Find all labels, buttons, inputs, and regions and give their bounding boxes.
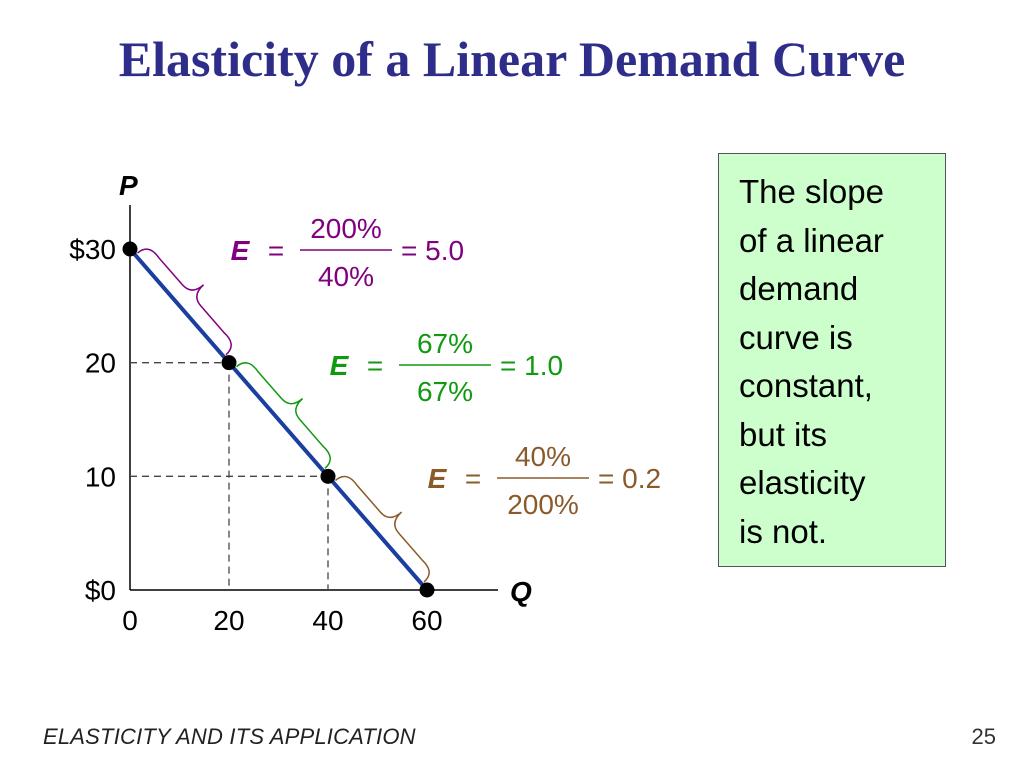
elasticity-value: = 5.0 xyxy=(401,235,464,266)
y-tick-label: $0 xyxy=(85,575,116,606)
x-tick-label: 60 xyxy=(411,605,442,636)
bracket-brace xyxy=(335,475,430,583)
y-tick-label: 20 xyxy=(85,348,116,379)
note-line: but its xyxy=(739,415,828,453)
equals-sign: = xyxy=(268,235,284,266)
fraction-denominator: 200% xyxy=(507,489,579,520)
fraction-numerator: 40% xyxy=(515,441,571,472)
note-line: of a linear xyxy=(739,221,884,259)
y-axis-label: P xyxy=(119,170,138,201)
x-tick-label: 40 xyxy=(312,605,343,636)
note-box: The slope of a linear demand curve is co… xyxy=(718,153,946,567)
elasticity-label: E xyxy=(428,463,448,494)
note-line: demand xyxy=(739,270,859,307)
equals-sign: = xyxy=(465,463,481,494)
note-line: constant, xyxy=(739,367,873,404)
page-number: 25 xyxy=(971,724,996,749)
elasticity-label: E xyxy=(330,350,350,381)
fraction-denominator: 40% xyxy=(318,261,374,292)
y-tick-label: $30 xyxy=(69,234,116,265)
data-point xyxy=(221,355,237,371)
data-point xyxy=(320,468,336,484)
fraction-numerator: 67% xyxy=(417,328,473,359)
note-line: is not. xyxy=(739,512,828,550)
note-line: elasticity xyxy=(739,464,866,501)
note-line: curve is xyxy=(739,318,853,356)
data-point xyxy=(419,582,435,598)
data-point xyxy=(122,241,138,257)
x-tick-label: 0 xyxy=(122,605,138,636)
elasticity-value: = 1.0 xyxy=(500,350,563,381)
demand-line xyxy=(128,247,429,592)
equals-sign: = xyxy=(367,350,383,381)
elasticity-label: E xyxy=(231,235,251,266)
elasticity-value: = 0.2 xyxy=(598,463,661,494)
page-title: Elasticity of a Linear Demand Curve xyxy=(118,31,906,87)
fraction-numerator: 200% xyxy=(310,213,382,244)
fraction-denominator: 67% xyxy=(417,376,473,407)
footer-title: ELASTICITY AND ITS APPLICATION xyxy=(43,724,416,749)
x-axis-label: Q xyxy=(510,576,532,607)
y-tick-label: 10 xyxy=(85,461,116,492)
bracket-brace xyxy=(137,248,232,356)
x-tick-label: 20 xyxy=(213,605,244,636)
note-line: The slope xyxy=(739,173,884,210)
bracket-brace xyxy=(236,362,331,469)
